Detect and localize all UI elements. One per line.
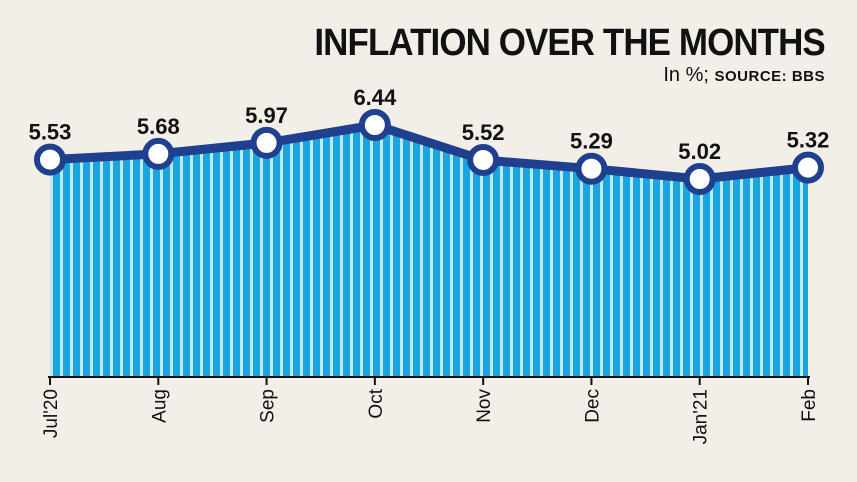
x-tick-label: Oct <box>366 388 387 418</box>
data-label: 5.52 <box>462 120 505 145</box>
data-label: 6.44 <box>353 85 397 110</box>
source-label: SOURCE: BBS <box>714 68 825 85</box>
data-label: 5.29 <box>570 129 613 154</box>
x-tick-label: Sep <box>258 389 279 423</box>
chart-subtitle: In %; SOURCE: BBS <box>663 64 825 87</box>
data-point-marker <box>358 109 391 141</box>
x-tick-label: Jul'20 <box>41 389 62 438</box>
data-label: 5.68 <box>137 114 180 139</box>
x-tick-label: Feb <box>799 389 820 422</box>
data-label: 5.53 <box>29 120 72 145</box>
x-tick-label: Aug <box>149 389 170 423</box>
data-labels: 5.53 5.68 5.97 6.44 5.52 5.29 5.02 5.32 <box>29 85 830 164</box>
x-tick-label: Jan'21 <box>691 389 712 444</box>
area-fill <box>50 125 808 377</box>
data-point-marker <box>142 137 175 170</box>
data-label: 5.32 <box>787 128 830 153</box>
data-label: 5.02 <box>678 139 721 164</box>
x-ticks <box>49 377 809 385</box>
data-point-marker <box>792 151 824 184</box>
x-tick-labels: Jul'20 Aug Sep Oct Nov Dec Jan'21 Feb <box>41 388 820 444</box>
data-point-marker <box>250 126 283 159</box>
data-point-marker <box>34 143 66 176</box>
x-tick-label: Dec <box>582 389 603 423</box>
unit-label: In %; <box>663 64 709 86</box>
data-markers <box>34 109 824 195</box>
data-label: 5.97 <box>245 103 288 128</box>
data-point-marker <box>467 143 500 176</box>
data-point-marker <box>683 163 716 195</box>
chart-title: INFLATION OVER THE MONTHS <box>314 22 826 64</box>
data-point-marker <box>575 152 608 185</box>
series-line <box>45 120 813 184</box>
x-tick-label: Nov <box>474 389 495 423</box>
